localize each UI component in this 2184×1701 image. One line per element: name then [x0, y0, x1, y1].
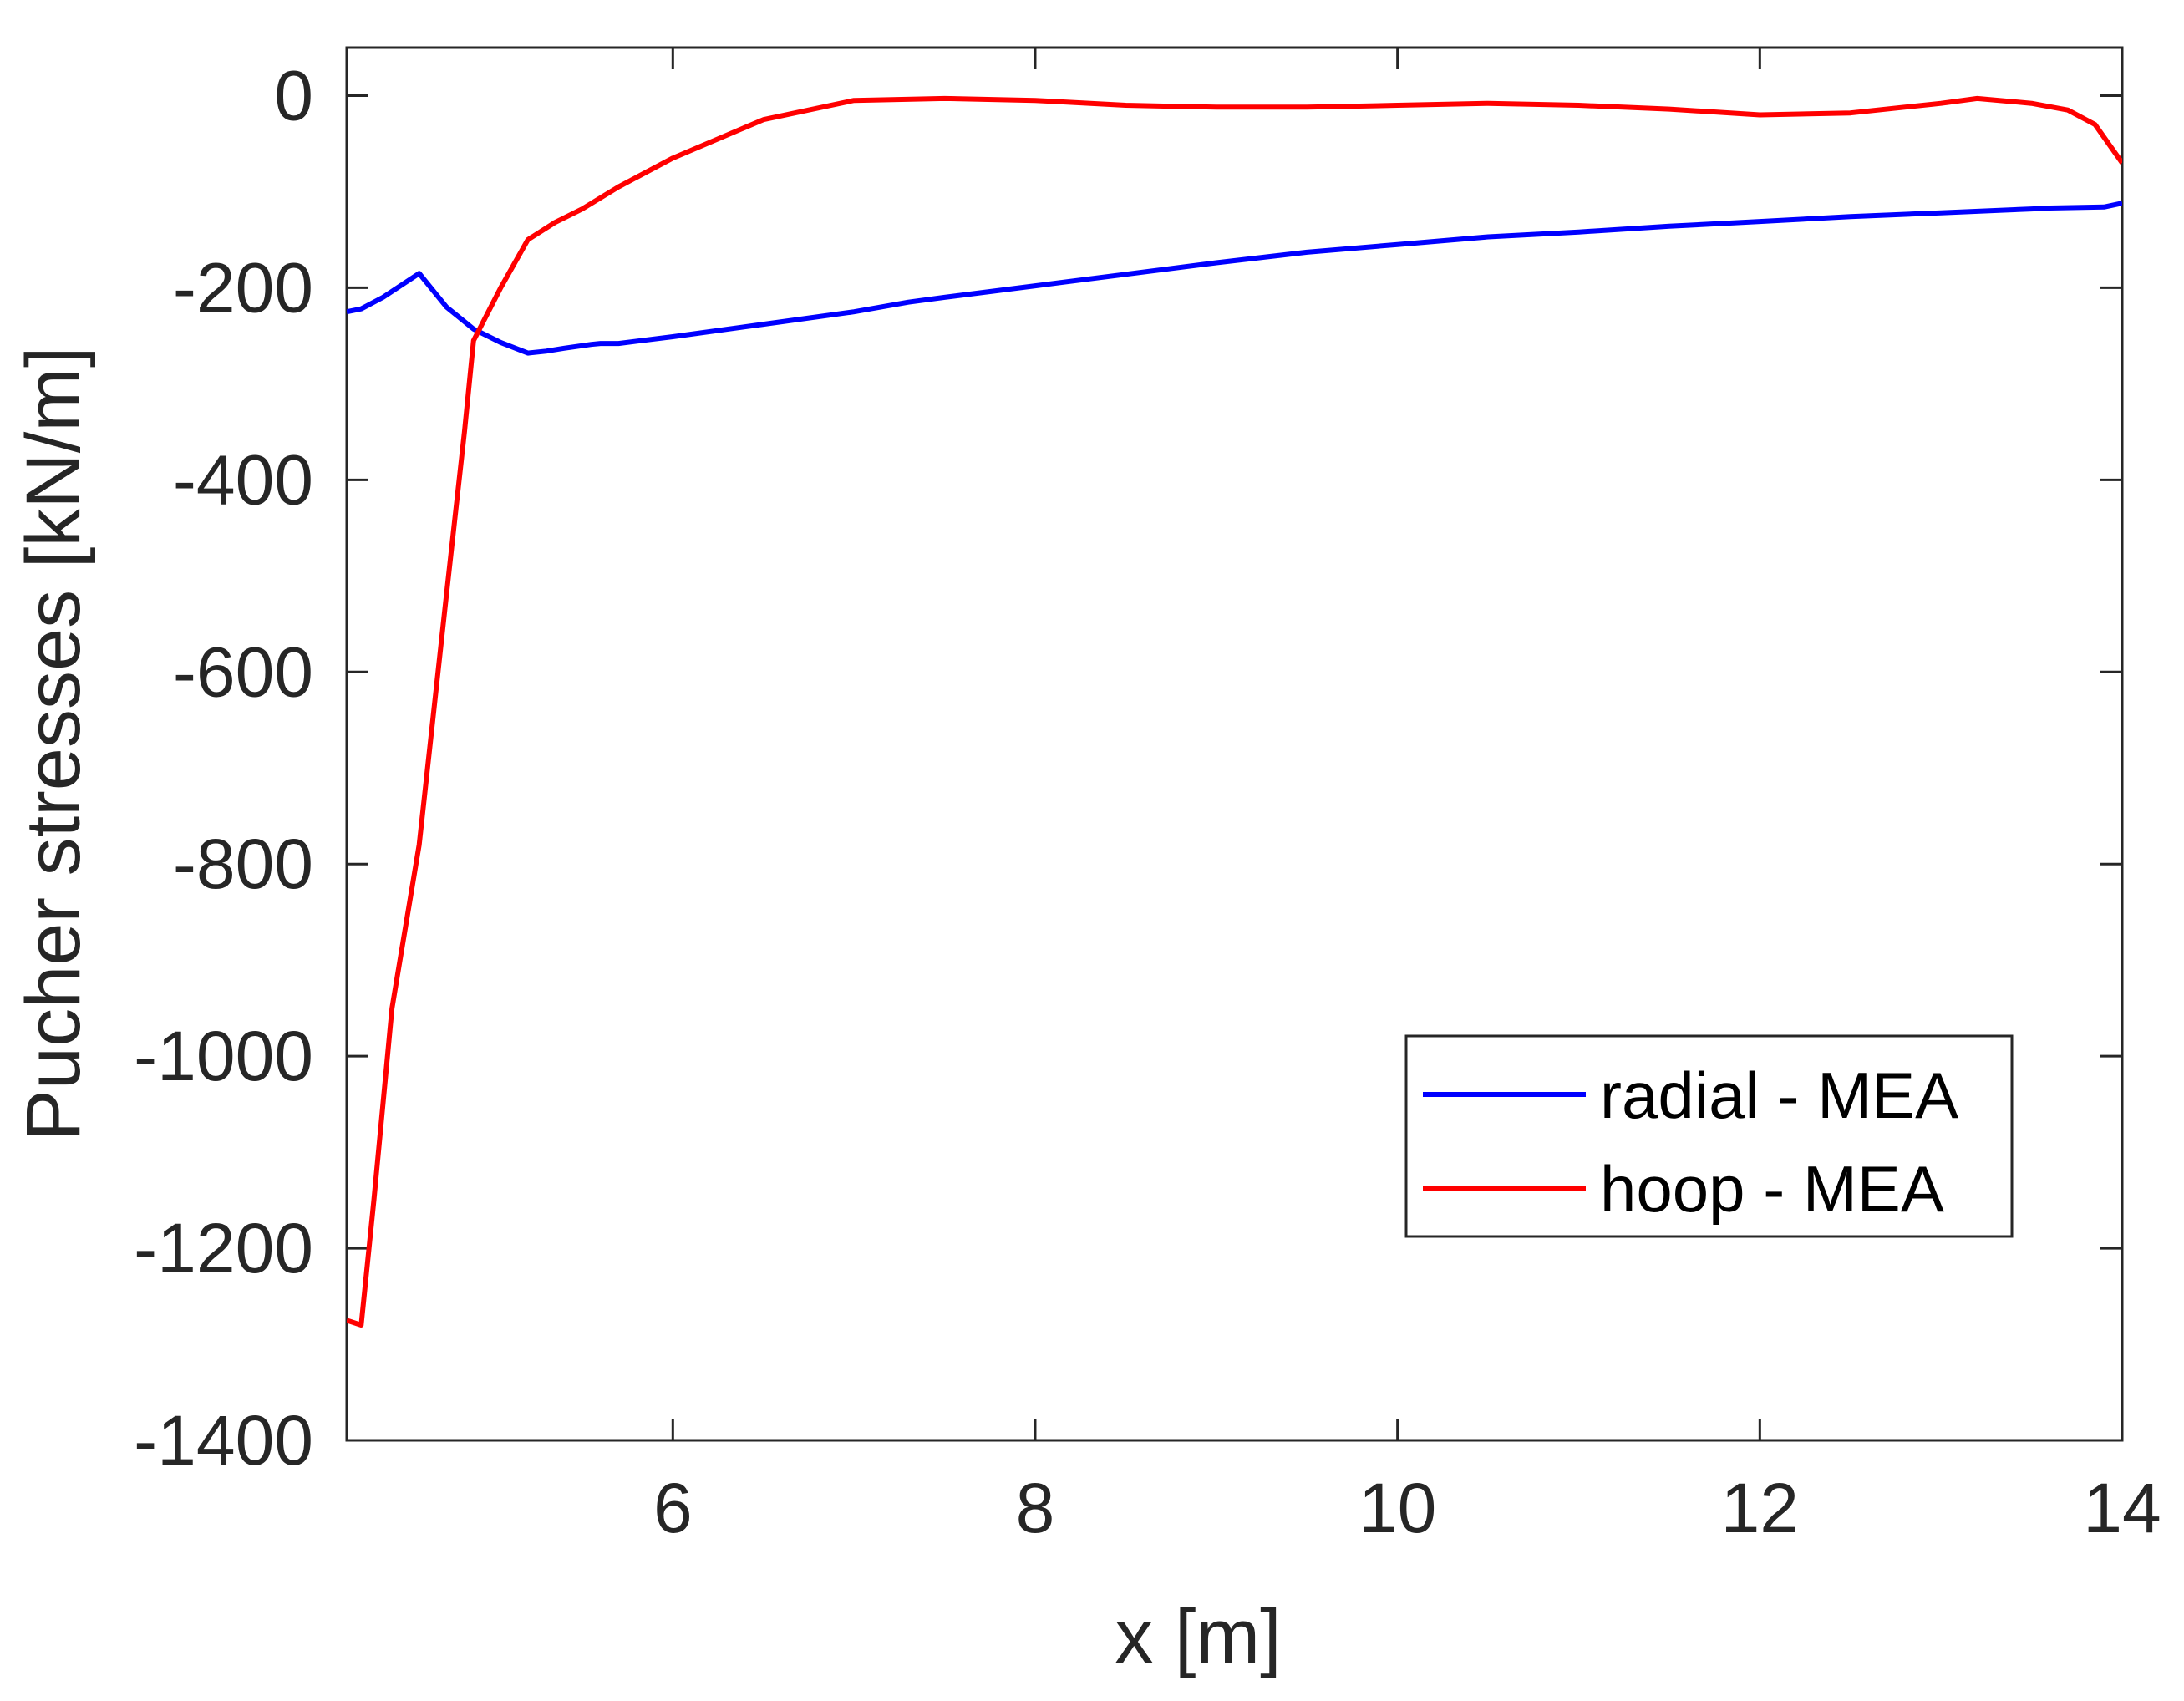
y-ticks: 0 -200 -400 -600 -800 -1000 -1200 -1400: [134, 56, 2122, 1480]
x-tick-label: 12: [1721, 1469, 1799, 1547]
y-tick-label: -400: [173, 440, 313, 519]
y-tick-label: -1400: [134, 1401, 313, 1480]
x-tick-label: 6: [653, 1469, 693, 1547]
x-ticks: 6 8 10 12 14: [653, 48, 2161, 1547]
x-tick-label: 10: [1359, 1469, 1436, 1547]
legend: radial - MEA hoop - MEA: [1404, 1034, 2014, 1238]
y-tick-label: -1200: [134, 1209, 313, 1287]
x-axis-label: x [m]: [1115, 1594, 1281, 1679]
x-tick-label: 8: [1016, 1469, 1055, 1547]
series-lines: [347, 95, 2122, 1328]
y-axis-label: Pucher stresses [kN/m]: [11, 347, 96, 1141]
y-tick-label: -600: [173, 632, 313, 711]
series-line-radial: [347, 201, 2122, 356]
series-line-hoop: [347, 95, 2122, 1328]
axes-group: [345, 46, 2124, 1442]
legend-box: [1404, 1034, 2014, 1238]
legend-label: hoop - MEA: [1600, 1152, 1944, 1226]
y-tick-label: -1000: [134, 1017, 313, 1095]
x-tick-label: 14: [2083, 1469, 2161, 1547]
plot-area-frame: [345, 46, 2124, 1442]
y-tick-label: -200: [173, 248, 313, 327]
legend-label: radial - MEA: [1600, 1059, 1958, 1132]
y-tick-label: 0: [274, 56, 313, 135]
y-tick-label: -800: [173, 825, 313, 903]
